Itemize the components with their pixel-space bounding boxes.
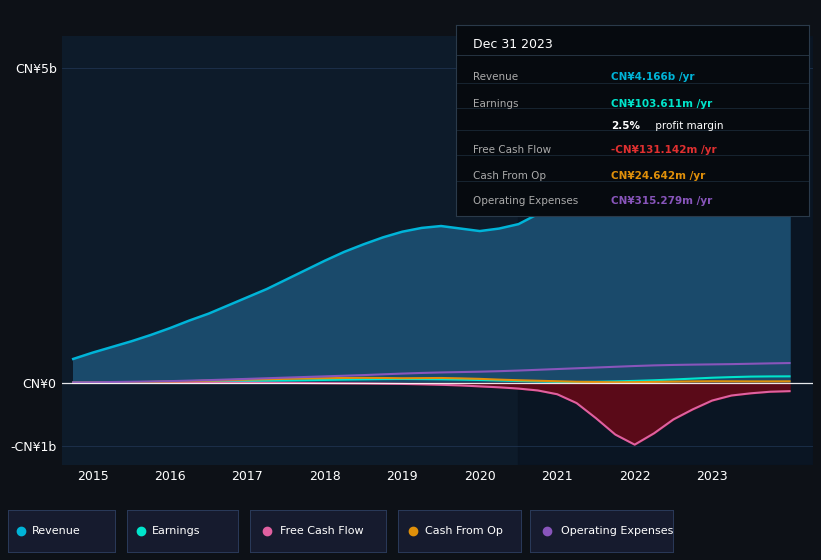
Text: Free Cash Flow: Free Cash Flow — [474, 145, 552, 155]
Text: Cash From Op: Cash From Op — [425, 526, 503, 535]
Text: CN¥103.611m /yr: CN¥103.611m /yr — [611, 99, 713, 109]
Text: Earnings: Earnings — [474, 99, 519, 109]
Text: CN¥4.166b /yr: CN¥4.166b /yr — [611, 72, 695, 82]
Text: Revenue: Revenue — [474, 72, 518, 82]
Text: CN¥315.279m /yr: CN¥315.279m /yr — [611, 197, 713, 206]
Text: Operating Expenses: Operating Expenses — [562, 526, 673, 535]
Text: profit margin: profit margin — [652, 121, 723, 131]
Text: Dec 31 2023: Dec 31 2023 — [474, 38, 553, 50]
Text: CN¥24.642m /yr: CN¥24.642m /yr — [611, 171, 705, 181]
Text: Free Cash Flow: Free Cash Flow — [280, 526, 364, 535]
Text: Earnings: Earnings — [152, 526, 200, 535]
Bar — [519, 36, 813, 465]
Text: Operating Expenses: Operating Expenses — [474, 197, 579, 206]
Text: Cash From Op: Cash From Op — [474, 171, 546, 181]
Text: Revenue: Revenue — [32, 526, 80, 535]
Text: -CN¥131.142m /yr: -CN¥131.142m /yr — [611, 145, 717, 155]
Text: 2.5%: 2.5% — [611, 121, 640, 131]
